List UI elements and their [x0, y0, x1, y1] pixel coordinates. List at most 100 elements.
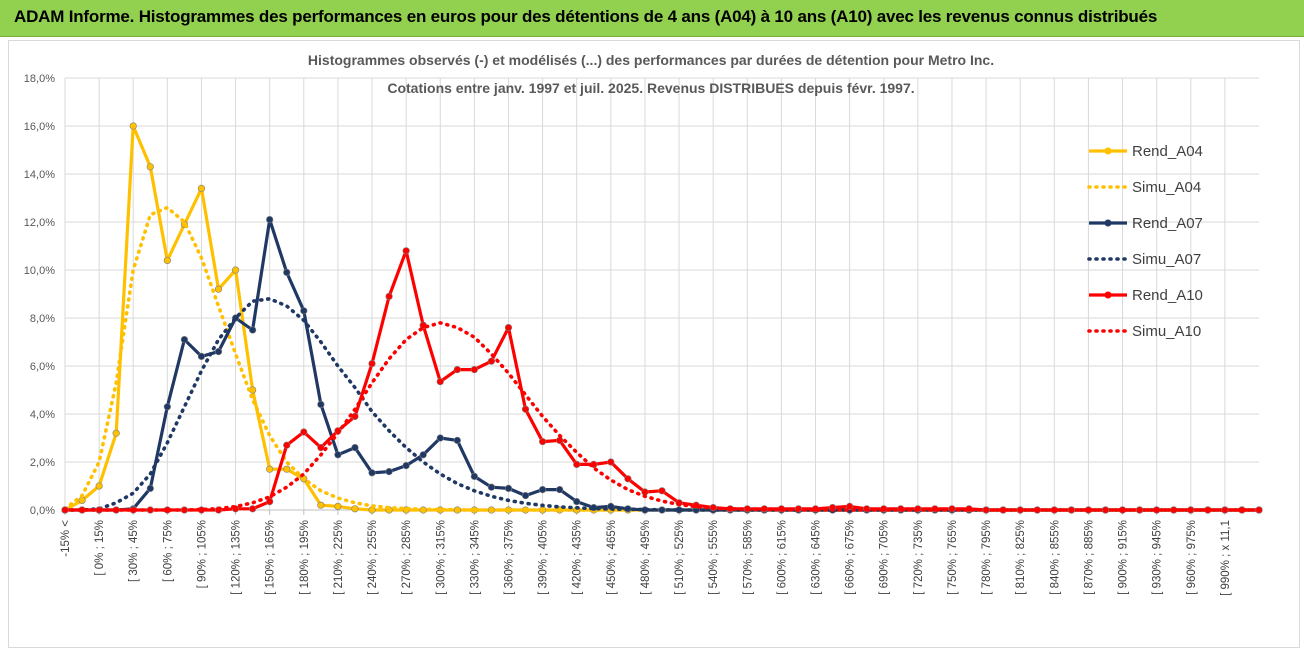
data-point-rend_a10	[470, 366, 478, 374]
y-tick-label: 8,0%	[30, 313, 55, 325]
data-point-rend_a10	[504, 324, 513, 332]
x-tick-label: [ 390% ; 405%	[538, 520, 550, 595]
x-tick-label: [ 300% ; 315%	[435, 520, 447, 595]
x-tick-label: [ 960% ; 975%	[1186, 520, 1198, 595]
data-point-rend_a10	[300, 428, 308, 436]
x-tick-label: [ 510% ; 525%	[674, 520, 686, 595]
x-tick-label: [ 0% ; 15%	[94, 520, 106, 576]
data-point-rend_a07	[249, 326, 257, 334]
histogram-chart: 0,0% 2,0% 4,0% 6,0% 8,0% 10,0% 12,0% 14,0% 16,0%…	[24, 52, 1263, 596]
data-point-rend_a10	[1255, 506, 1263, 514]
series-line-simu_a10	[63, 320, 1261, 512]
legend-label: Rend_A04	[1132, 143, 1203, 160]
data-point-rend_a07	[436, 434, 444, 442]
chart-title: Histogrammes observés (-) et modélisés (…	[308, 52, 994, 96]
data-point-rend_a04	[197, 184, 206, 192]
data-point-rend_a07	[556, 486, 564, 494]
data-point-rend_a04	[214, 285, 223, 293]
data-point-rend_a04	[266, 465, 274, 473]
x-gridlines	[64, 78, 1226, 510]
legend-marker	[1104, 219, 1112, 227]
data-point-rend_a07	[573, 498, 581, 506]
data-point-rend_a04	[334, 502, 342, 511]
x-tick-label: [ 600% ; 615%	[776, 520, 788, 595]
x-tick-label: [ 120% ; 135%	[231, 520, 243, 595]
data-point-rend_a04	[78, 496, 86, 505]
legend-label: Simu_A10	[1132, 323, 1201, 340]
y-tick-label: 10,0%	[24, 265, 55, 277]
data-point-rend_a04	[95, 482, 103, 490]
data-point-rend_a07	[368, 469, 376, 477]
chart-legend: Rend_A04 Simu_A04 Rend_A07 Simu_A07 Rend_A10…	[1087, 143, 1203, 340]
y-tick-label: 14,0%	[24, 169, 55, 181]
x-tick-label: [ 150% ; 165%	[265, 520, 277, 595]
data-point-rend_a07	[283, 268, 291, 276]
x-tick-label: [ 330% ; 345%	[469, 520, 481, 595]
x-tick-label: [ 840% ; 855%	[1049, 520, 1061, 595]
legend-label: Simu_A07	[1132, 251, 1201, 268]
data-point-rend_a10	[249, 505, 257, 513]
data-point-rend_a07	[197, 352, 206, 361]
x-tick-label: [ 90% ; 105%	[196, 520, 208, 588]
data-point-rend_a10	[283, 441, 291, 449]
x-tick-label: [ 570% ; 585%	[742, 520, 754, 595]
data-point-rend_a10	[385, 292, 393, 300]
x-tick-label: [ 240% ; 255%	[367, 520, 379, 595]
series-line-rend_a10	[65, 249, 1259, 512]
data-point-rend_a10	[487, 357, 496, 365]
data-point-rend_a04	[317, 501, 325, 509]
legend-item-simu_a07: Simu_A07	[1087, 251, 1201, 268]
data-point-rend_a10	[607, 458, 615, 466]
data-point-rend_a10	[402, 247, 410, 255]
y-tick-label: 12,0%	[24, 217, 55, 229]
x-tick-label: [ 480% ; 495%	[640, 520, 652, 595]
data-point-rend_a10	[436, 378, 444, 386]
x-tick-label: [ 360% ; 375%	[503, 520, 515, 595]
data-point-rend_a07	[146, 484, 154, 493]
data-point-rend_a07	[385, 468, 393, 476]
data-point-rend_a04	[351, 505, 359, 513]
data-point-rend_a10	[658, 487, 666, 495]
report-title: ADAM Informe. Histogrammes des performan…	[14, 7, 1158, 26]
data-point-rend_a04	[146, 163, 154, 171]
report-banner: ADAM Informe. Histogrammes des performan…	[0, 0, 1304, 37]
legend-label: Simu_A04	[1132, 179, 1201, 196]
x-tick-label: [ 60% ; 75%	[162, 520, 174, 582]
data-point-rend_a07	[538, 486, 547, 494]
data-point-rend_a10	[538, 438, 547, 446]
data-point-rend_a07	[214, 348, 223, 356]
x-tick-label: [ 30% ; 45%	[128, 520, 140, 582]
x-tick-label: [ 900% ; 915%	[1118, 520, 1130, 595]
data-point-rend_a07	[504, 484, 513, 493]
data-point-rend_a10	[368, 360, 376, 368]
legend-item-simu_a10: Simu_A10	[1087, 323, 1201, 340]
data-point-rend_a07	[402, 462, 410, 470]
chart-title-line-2: Cotations entre janv. 1997 et juil. 2025…	[387, 80, 914, 96]
legend-item-rend_a04: Rend_A04	[1089, 143, 1203, 160]
legend-item-simu_a04: Simu_A04	[1087, 179, 1201, 196]
data-point-rend_a10	[641, 488, 649, 496]
legend-item-rend_a10: Rend_A10	[1089, 287, 1203, 304]
data-point-rend_a10	[266, 498, 274, 506]
legend-label: Rend_A10	[1132, 287, 1203, 304]
data-point-rend_a04	[283, 465, 291, 473]
x-tick-label: [ 870% ; 885%	[1083, 520, 1095, 595]
data-point-rend_a07	[334, 451, 342, 459]
y-tick-label: 0,0%	[30, 505, 55, 517]
x-tick-label: [ 540% ; 555%	[708, 520, 720, 595]
y-axis-ticks: 0,0% 2,0% 4,0% 6,0% 8,0% 10,0% 12,0% 14,0% 16,0%…	[24, 73, 55, 517]
data-point-rend_a07	[300, 307, 308, 315]
series-line-rend_a07	[65, 218, 1259, 512]
x-tick-label: [ 660% ; 675%	[845, 520, 857, 595]
data-point-rend_a07	[419, 451, 427, 459]
x-tick-label: [ 720% ; 735%	[913, 520, 925, 595]
data-point-rend_a07	[521, 492, 530, 500]
data-point-rend_a07	[453, 436, 461, 445]
x-tick-label: [ 780% ; 795%	[981, 520, 993, 595]
x-tick-label: [ 420% ; 435%	[572, 520, 584, 595]
data-point-rend_a07	[351, 444, 359, 452]
legend-marker	[1104, 291, 1112, 299]
y-tick-label: 6,0%	[30, 361, 55, 373]
data-point-rend_a10	[556, 436, 564, 445]
data-point-rend_a10	[317, 444, 325, 452]
